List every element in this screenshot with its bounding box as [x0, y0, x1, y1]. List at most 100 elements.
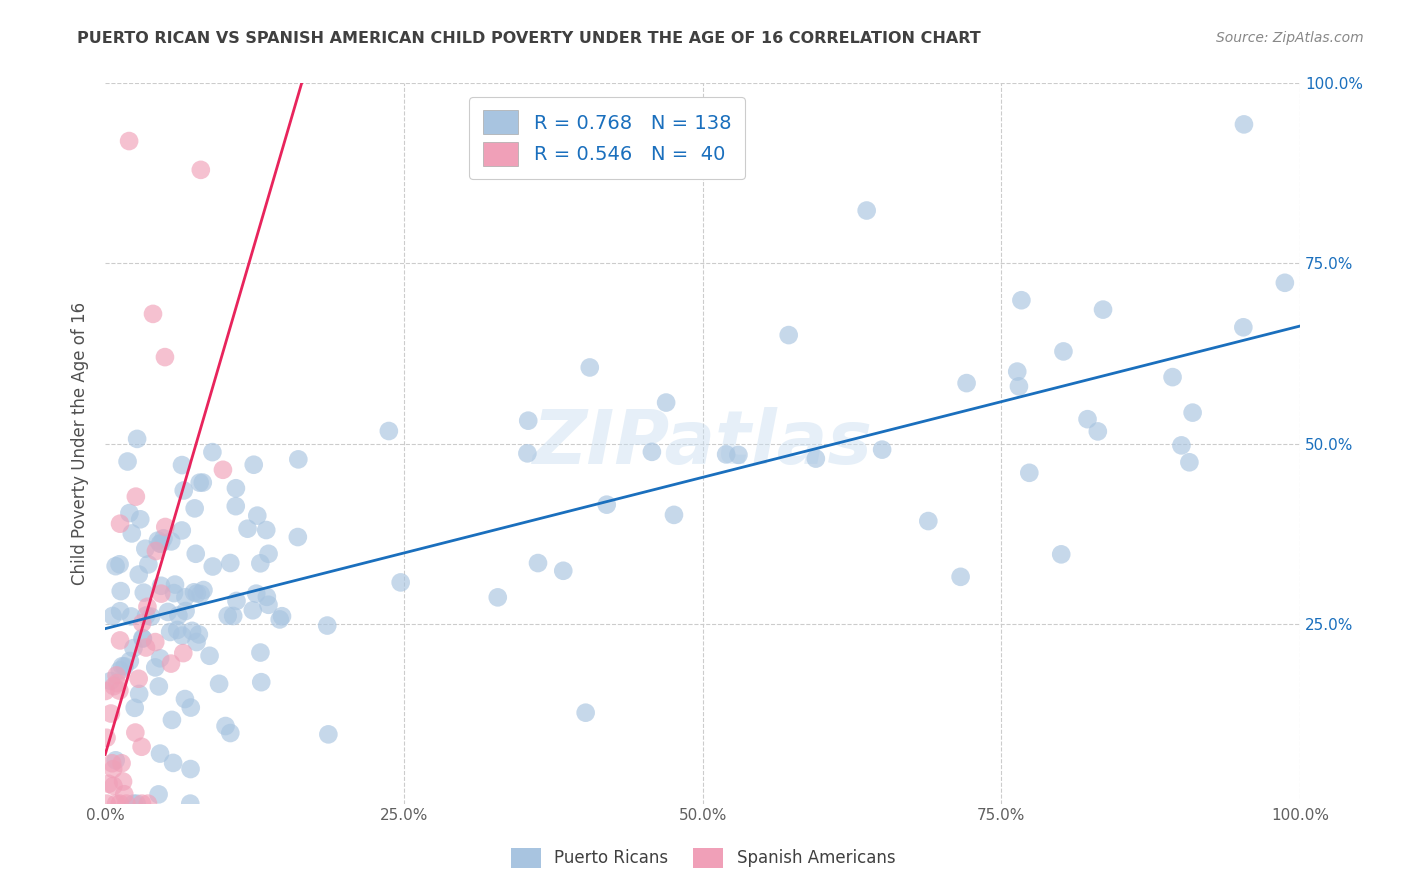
- Point: [112, 787, 135, 801]
- Point: [162, 756, 184, 770]
- Point: [389, 575, 412, 590]
- Point: [855, 203, 877, 218]
- Point: [143, 660, 166, 674]
- Point: [242, 458, 264, 472]
- Point: [287, 452, 309, 467]
- Point: [134, 541, 156, 556]
- Point: [132, 632, 155, 646]
- Point: [191, 475, 214, 490]
- Point: [517, 414, 540, 428]
- Point: [149, 537, 172, 551]
- Point: [129, 512, 152, 526]
- Point: [96, 797, 118, 811]
- Point: [125, 490, 148, 504]
- Point: [108, 633, 131, 648]
- Point: [149, 651, 172, 665]
- Point: [183, 501, 205, 516]
- Point: [225, 594, 247, 608]
- Point: [125, 797, 148, 811]
- Point: [1178, 455, 1201, 469]
- Point: [124, 701, 146, 715]
- Point: [174, 692, 197, 706]
- Point: [219, 726, 242, 740]
- Point: [128, 687, 150, 701]
- Point: [108, 683, 131, 698]
- Point: [149, 536, 172, 550]
- Point: [155, 520, 177, 534]
- Point: [778, 328, 800, 343]
- Point: [257, 598, 280, 612]
- Point: [188, 475, 211, 490]
- Point: [101, 609, 124, 624]
- Point: [160, 534, 183, 549]
- Point: [254, 523, 277, 537]
- Point: [114, 659, 136, 673]
- Point: [138, 558, 160, 572]
- Point: [105, 676, 128, 690]
- Point: [316, 618, 339, 632]
- Point: [949, 570, 972, 584]
- Point: [136, 797, 159, 811]
- Point: [527, 556, 550, 570]
- Point: [152, 532, 174, 546]
- Point: [103, 679, 125, 693]
- Point: [1087, 425, 1109, 439]
- Point: [128, 672, 150, 686]
- Point: [117, 454, 139, 468]
- Point: [222, 609, 245, 624]
- Point: [181, 624, 204, 638]
- Point: [172, 629, 194, 643]
- Point: [167, 608, 190, 623]
- Point: [132, 585, 155, 599]
- Point: [163, 577, 186, 591]
- Point: [139, 609, 162, 624]
- Point: [245, 587, 267, 601]
- Point: [108, 664, 131, 678]
- Point: [225, 481, 247, 495]
- Point: [110, 584, 132, 599]
- Point: [115, 797, 138, 811]
- Point: [250, 675, 273, 690]
- Point: [159, 624, 181, 639]
- Y-axis label: Child Poverty Under the Age of 16: Child Poverty Under the Age of 16: [72, 302, 89, 585]
- Point: [575, 706, 598, 720]
- Point: [173, 483, 195, 498]
- Point: [1274, 276, 1296, 290]
- Point: [118, 506, 141, 520]
- Point: [180, 700, 202, 714]
- Point: [1232, 320, 1254, 334]
- Text: PUERTO RICAN VS SPANISH AMERICAN CHILD POVERTY UNDER THE AGE OF 16 CORRELATION C: PUERTO RICAN VS SPANISH AMERICAN CHILD P…: [77, 31, 981, 46]
- Point: [486, 591, 509, 605]
- Point: [955, 376, 977, 390]
- Point: [108, 558, 131, 572]
- Point: [135, 640, 157, 655]
- Point: [917, 514, 939, 528]
- Point: [150, 579, 173, 593]
- Point: [131, 797, 153, 811]
- Point: [578, 360, 600, 375]
- Point: [214, 719, 236, 733]
- Point: [1233, 117, 1256, 131]
- Point: [190, 162, 212, 177]
- Point: [122, 641, 145, 656]
- Point: [242, 603, 264, 617]
- Point: [131, 615, 153, 630]
- Point: [184, 547, 207, 561]
- Point: [150, 587, 173, 601]
- Point: [104, 753, 127, 767]
- Point: [170, 524, 193, 538]
- Legend: R = 0.768   N = 138, R = 0.546   N =  40: R = 0.768 N = 138, R = 0.546 N = 40: [470, 96, 745, 179]
- Point: [105, 668, 128, 682]
- Point: [225, 499, 247, 513]
- Point: [1076, 412, 1098, 426]
- Point: [257, 547, 280, 561]
- Point: [596, 498, 619, 512]
- Point: [1007, 365, 1029, 379]
- Point: [249, 557, 271, 571]
- Point: [870, 442, 893, 457]
- Point: [160, 713, 183, 727]
- Point: [217, 608, 239, 623]
- Point: [131, 631, 153, 645]
- Point: [148, 680, 170, 694]
- Point: [804, 451, 827, 466]
